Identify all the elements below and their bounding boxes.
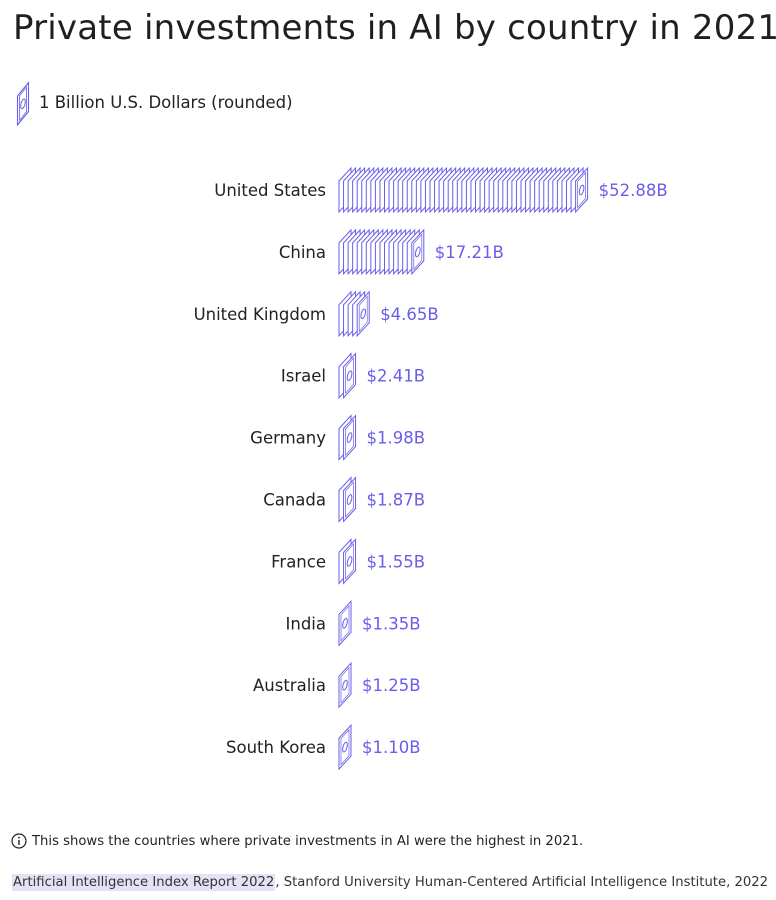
banknote-icon <box>343 414 357 461</box>
bar-row: Germany $1.98B <box>250 414 426 461</box>
category-label: United Kingdom <box>194 305 326 324</box>
value-label: $17.21B <box>435 243 504 262</box>
bar-stack <box>338 166 589 214</box>
bar-stack <box>338 228 425 276</box>
category-label: United States <box>214 181 326 200</box>
bar-stack <box>338 290 370 338</box>
banknote-icon <box>356 290 370 338</box>
banknote-icon <box>343 476 357 523</box>
bar-stack <box>338 600 352 647</box>
banknote-icon <box>338 661 352 709</box>
banknote-icon <box>411 228 425 276</box>
banknote-icon <box>338 600 352 647</box>
bar-row: China $17.21B <box>279 228 504 276</box>
category-label: Canada <box>263 491 326 510</box>
bar-stack <box>338 538 357 585</box>
bar-row: United States $52.88B <box>214 166 668 214</box>
bar-stack <box>338 414 357 461</box>
category-label: China <box>279 243 326 262</box>
category-label: South Korea <box>226 738 326 757</box>
value-label: $1.35B <box>362 614 421 633</box>
bar-row: Australia $1.25B <box>253 661 421 709</box>
bar-row: South Korea $1.10B <box>226 723 421 771</box>
source-line: Artificial Intelligence Index Report 202… <box>12 874 769 891</box>
bar-row: Israel $2.41B <box>281 352 426 399</box>
bar-stack <box>338 352 357 399</box>
bar-chart: United States $52.88B China $17.21B United K… <box>194 166 668 771</box>
value-label: $2.41B <box>367 367 426 386</box>
category-label: Australia <box>253 676 326 695</box>
value-label: $1.98B <box>367 429 426 448</box>
banknote-icon <box>338 723 352 771</box>
category-label: Israel <box>281 367 326 386</box>
legend-label: 1 Billion U.S. Dollars (rounded) <box>39 92 293 112</box>
footnote-text: This shows the countries where private i… <box>32 833 584 849</box>
category-label: France <box>271 552 326 571</box>
footnote: This shows the countries where private i… <box>11 833 583 849</box>
bar-row: Canada $1.87B <box>263 476 426 523</box>
value-label: $52.88B <box>599 181 668 200</box>
bar-row: France $1.55B <box>271 538 426 585</box>
value-label: $4.65B <box>380 305 439 324</box>
chart-title: Private investments in AI by country in … <box>13 8 776 48</box>
value-label: $1.25B <box>362 676 421 695</box>
source-link[interactable]: Artificial Intelligence Index Report 202… <box>12 874 276 891</box>
banknote-icon <box>343 538 357 585</box>
bar-stack <box>338 723 352 771</box>
bar-row: India $1.35B <box>286 600 421 647</box>
category-label: Germany <box>250 429 326 448</box>
banknote-icon <box>343 352 357 399</box>
banknote-icon <box>16 82 30 126</box>
bar-stack <box>338 476 357 523</box>
category-label: India <box>286 614 327 633</box>
bar-stack <box>338 661 352 709</box>
info-icon <box>11 833 27 849</box>
value-label: $1.87B <box>367 491 426 510</box>
value-label: $1.55B <box>367 552 426 571</box>
value-label: $1.10B <box>362 738 421 757</box>
banknote-icon <box>575 166 589 214</box>
bar-row: United Kingdom $4.65B <box>194 290 439 338</box>
legend: 1 Billion U.S. Dollars (rounded) <box>16 82 293 126</box>
source-rest: , Stanford University Human-Centered Art… <box>275 875 769 890</box>
